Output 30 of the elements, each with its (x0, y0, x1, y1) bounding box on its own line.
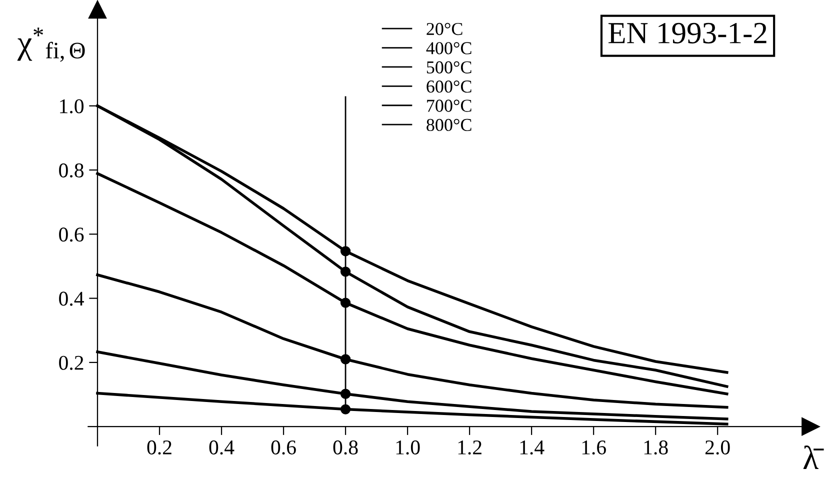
y-tick-label: 0.2 (59, 356, 84, 370)
x-tick-label: 2.0 (705, 440, 730, 455)
y-axis-title: χ$^{*}$$_{fi,Θ}$ (17, 28, 85, 62)
y-tick-label: 0.6 (59, 228, 84, 242)
x-axis-title: λ̄ (803, 446, 824, 469)
x-tick-label: 0.2 (147, 440, 172, 455)
x-tick-label: 0.4 (209, 440, 234, 455)
legend-label: 20°C (426, 22, 462, 36)
x-tick-label: 1.0 (396, 440, 420, 455)
y-tick-label: 1.0 (60, 99, 84, 114)
point (340, 354, 351, 364)
legend-label: 500°C (426, 61, 472, 74)
point (340, 266, 351, 277)
point (340, 298, 351, 308)
point (340, 388, 351, 399)
point (340, 246, 351, 256)
x-tick-label: 1.2 (458, 440, 482, 455)
x-tick-label: 1.8 (644, 440, 668, 455)
x-tick-label: 0.8 (333, 440, 358, 455)
y-tick-label: 0.8 (59, 163, 84, 178)
legend-label: 700°C (427, 100, 472, 112)
y-tick-label: 0.4 (59, 292, 84, 306)
x-tick-label: 1.6 (582, 440, 606, 455)
legend-label: 600°C (426, 80, 472, 93)
point (340, 404, 351, 414)
legend-label: 800°C (426, 118, 472, 132)
x-tick-label: 1.4 (520, 440, 544, 455)
x-tick-label: 0.6 (271, 440, 296, 455)
legend-label: 400°C (426, 42, 472, 54)
annotation: EN 1993-1-2 (608, 22, 766, 44)
